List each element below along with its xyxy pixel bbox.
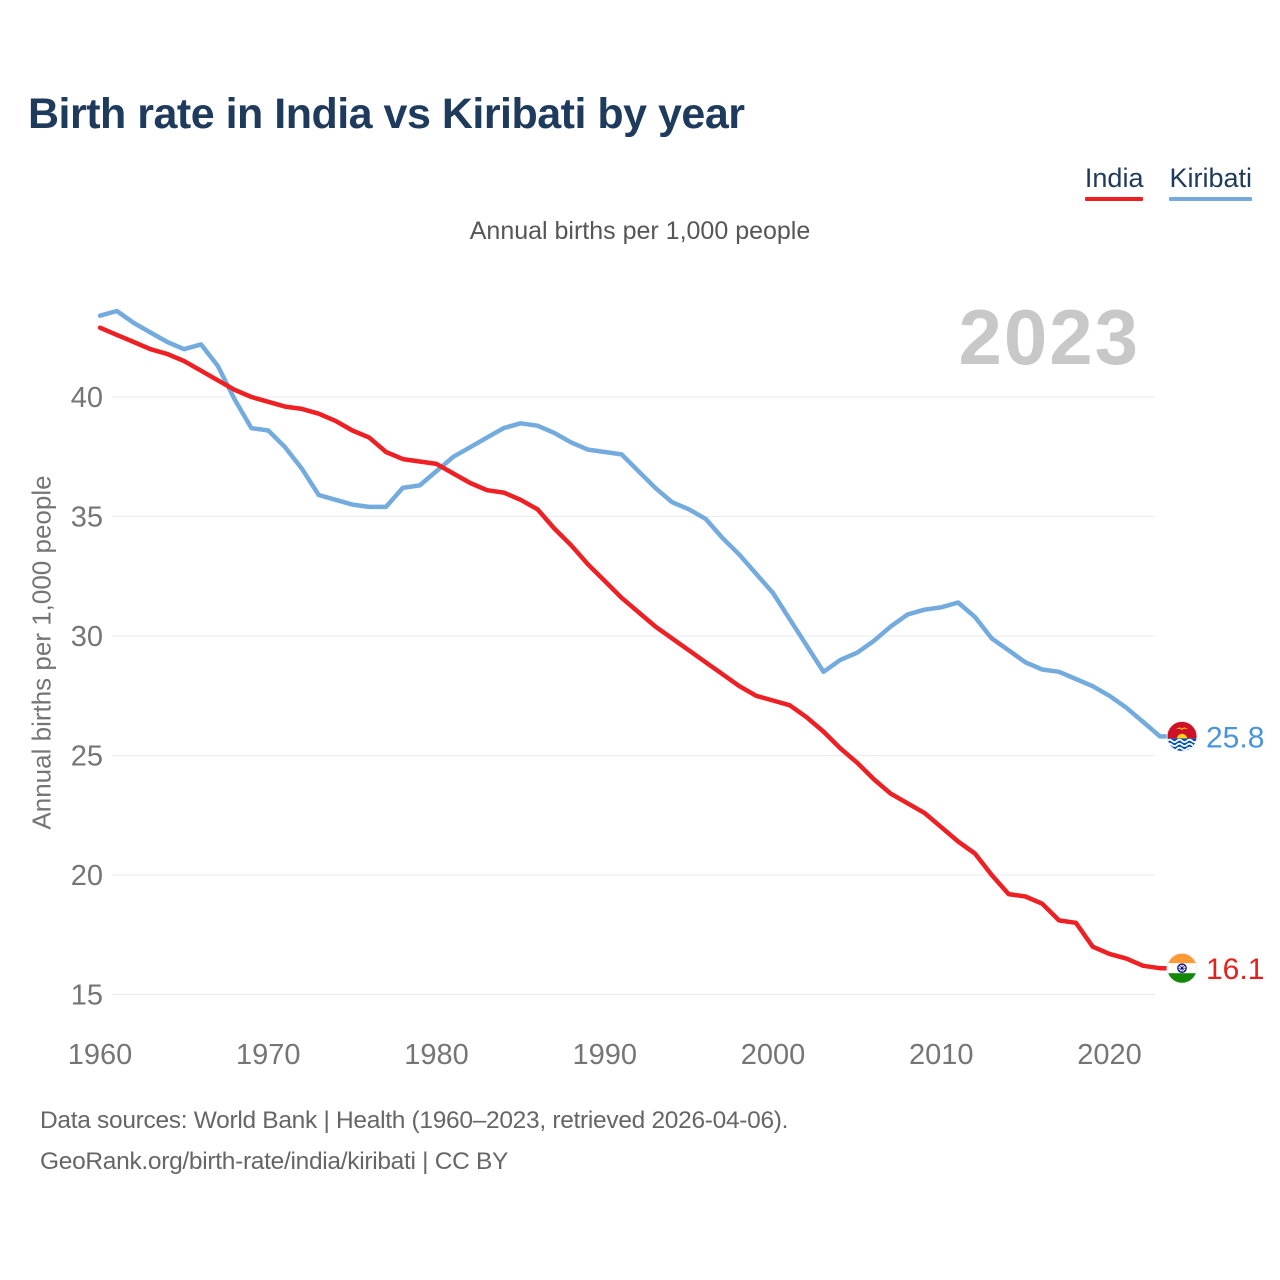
legend-underline-india (1084, 197, 1144, 201)
footer-link-line[interactable]: GeoRank.org/birth-rate/india/kiribati | … (40, 1148, 509, 1175)
kiribati-flag-icon (1166, 720, 1198, 752)
india-flag-icon (1166, 952, 1198, 984)
x-tick-label: 1990 (573, 1039, 638, 1071)
x-tick-label: 1970 (236, 1039, 301, 1071)
legend-underline-kiribati (1169, 197, 1252, 201)
y-tick-label: 35 (71, 502, 103, 534)
page-title: Birth rate in India vs Kiribati by year (28, 90, 745, 138)
legend-label-kiribati: Kiribati (1169, 163, 1252, 193)
x-tick-label: 2000 (741, 1039, 806, 1071)
x-tick-label: 1980 (404, 1039, 469, 1071)
footer-source-line: Data sources: World Bank | Health (1960–… (40, 1107, 789, 1134)
x-tick-label: 1960 (68, 1039, 133, 1071)
kiribati-line[interactable] (97, 308, 1171, 739)
watermark-year: 2023 (958, 293, 1140, 381)
legend-item-kiribati[interactable]: Kiribati (1169, 163, 1252, 201)
india-end-value: 16.1 (1206, 953, 1264, 986)
y-tick-label: 20 (71, 860, 103, 892)
y-tick-labels-group: 40 35 30 25 20 15 (71, 382, 103, 1012)
india-line[interactable] (97, 325, 1171, 971)
y-tick-label: 25 (71, 741, 103, 773)
footer: Data sources: World Bank | Health (1960–… (40, 1100, 788, 1182)
x-tick-label: 2020 (1077, 1039, 1142, 1071)
gridlines-group (112, 396, 1155, 995)
x-tick-labels-group: 1960 1970 1980 1990 2000 2010 2020 (68, 1039, 1142, 1071)
y-tick-label: 30 (71, 621, 103, 653)
y-tick-label: 40 (71, 382, 103, 414)
legend: India Kiribati (1084, 163, 1252, 201)
legend-label-india: India (1084, 163, 1144, 193)
chart-subtitle: Annual births per 1,000 people (469, 217, 811, 245)
x-tick-label: 2010 (909, 1039, 974, 1071)
y-tick-label: 15 (71, 980, 103, 1012)
kiribati-end-value: 25.8 (1206, 721, 1264, 754)
legend-item-india[interactable]: India (1084, 163, 1144, 201)
